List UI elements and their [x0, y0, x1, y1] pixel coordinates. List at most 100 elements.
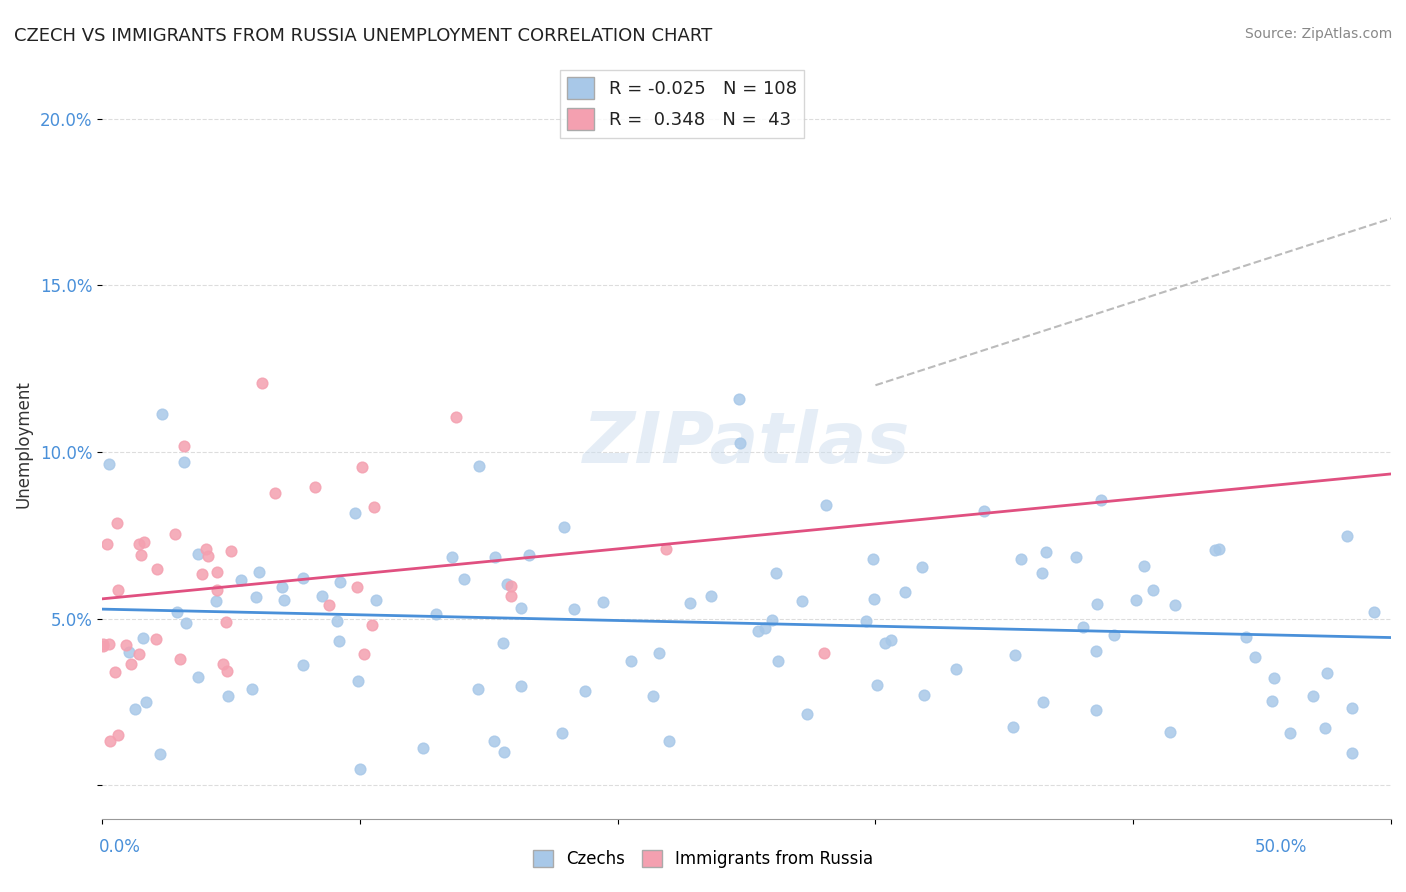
Point	[215, 615, 238, 629]
Point	[146, 562, 169, 576]
Point	[135, 695, 157, 709]
Point	[118, 645, 141, 659]
Point	[364, 593, 387, 607]
Point	[361, 618, 384, 632]
Point	[174, 615, 197, 630]
Point	[700, 590, 723, 604]
Point	[91, 637, 114, 651]
Point	[1261, 694, 1284, 708]
Point	[145, 632, 167, 646]
Point	[1362, 605, 1385, 619]
Point	[484, 549, 506, 564]
Point	[790, 594, 813, 608]
Point	[912, 688, 935, 702]
Point	[1010, 552, 1032, 566]
Point	[1133, 559, 1156, 574]
Point	[353, 647, 375, 661]
Point	[1064, 550, 1087, 565]
Point	[875, 635, 897, 649]
Point	[730, 435, 752, 450]
Point	[347, 673, 370, 688]
Point	[131, 631, 153, 645]
Point	[1102, 628, 1125, 642]
Point	[1336, 529, 1358, 543]
Text: Source: ZipAtlas.com: Source: ZipAtlas.com	[1244, 27, 1392, 41]
Point	[813, 646, 835, 660]
Point	[880, 633, 903, 648]
Point	[107, 582, 129, 597]
Point	[212, 657, 235, 671]
Point	[217, 664, 239, 678]
Point	[249, 565, 271, 579]
Point	[169, 652, 191, 666]
Point	[1159, 725, 1181, 739]
Point	[292, 571, 315, 585]
Point	[679, 596, 702, 610]
Point	[325, 614, 347, 628]
Point	[1302, 689, 1324, 703]
Point	[187, 547, 209, 561]
Point	[1090, 492, 1112, 507]
Point	[263, 485, 285, 500]
Point	[492, 636, 515, 650]
Point	[292, 658, 315, 673]
Point	[252, 376, 274, 390]
Point	[1002, 720, 1025, 734]
Point	[165, 527, 187, 541]
Point	[173, 439, 195, 453]
Point	[658, 734, 681, 748]
Point	[1031, 566, 1053, 581]
Point	[346, 580, 368, 594]
Point	[105, 516, 128, 531]
Point	[894, 585, 917, 599]
Point	[166, 605, 188, 619]
Point	[440, 550, 463, 565]
Point	[217, 689, 239, 703]
Point	[1316, 665, 1339, 680]
Point	[1208, 542, 1230, 557]
Point	[796, 707, 818, 722]
Point	[187, 670, 209, 684]
Point	[814, 498, 837, 512]
Point	[592, 595, 614, 609]
Point	[467, 458, 489, 473]
Point	[453, 572, 475, 586]
Point	[761, 613, 783, 627]
Point	[517, 548, 540, 562]
Point	[862, 551, 884, 566]
Point	[911, 560, 934, 574]
Point	[271, 580, 294, 594]
Point	[191, 567, 214, 582]
Point	[862, 592, 884, 607]
Point	[425, 607, 447, 621]
Point	[120, 657, 142, 672]
Point	[273, 593, 295, 607]
Point	[444, 409, 467, 424]
Point	[173, 455, 195, 469]
Point	[96, 537, 118, 551]
Point	[945, 662, 967, 676]
Point	[412, 741, 434, 756]
Point	[205, 582, 228, 597]
Point	[97, 636, 120, 650]
Point	[492, 745, 515, 759]
Point	[132, 535, 155, 549]
Point	[1142, 582, 1164, 597]
Point	[149, 747, 172, 761]
Point	[98, 457, 121, 471]
Point	[855, 615, 877, 629]
Point	[973, 504, 995, 518]
Point	[484, 733, 506, 747]
Point	[124, 701, 146, 715]
Point	[329, 574, 352, 589]
Point	[574, 684, 596, 698]
Point	[328, 633, 350, 648]
Point	[194, 542, 217, 557]
Point	[1085, 703, 1108, 717]
Point	[1204, 542, 1226, 557]
Point	[1341, 746, 1364, 760]
Text: ZIPatlas: ZIPatlas	[583, 409, 910, 478]
Point	[240, 681, 263, 696]
Point	[150, 408, 173, 422]
Point	[1031, 695, 1053, 709]
